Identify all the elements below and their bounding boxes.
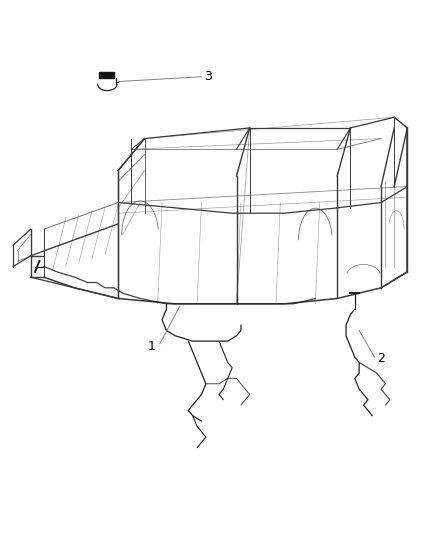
Text: 1: 1 [148,340,155,353]
Text: 2: 2 [378,352,385,365]
Text: 3: 3 [204,70,212,83]
Polygon shape [99,72,114,78]
